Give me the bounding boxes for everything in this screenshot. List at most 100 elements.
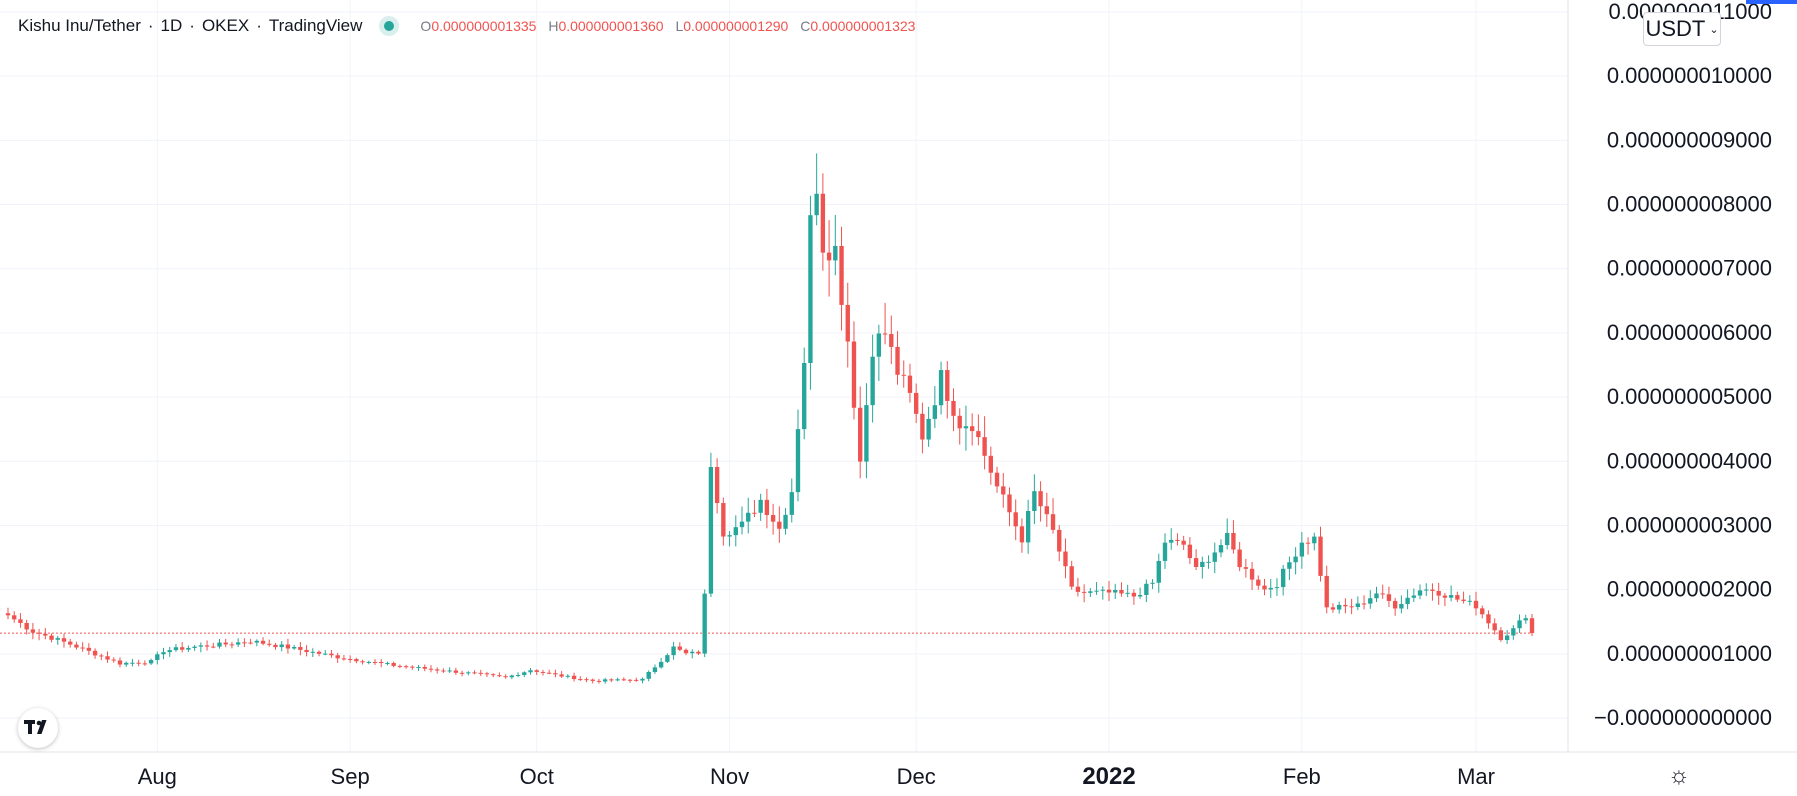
candle	[1032, 474, 1037, 525]
candle	[248, 638, 253, 645]
candle-body	[1144, 583, 1149, 595]
candle	[621, 677, 626, 682]
candle-body	[1025, 510, 1031, 543]
candle	[858, 386, 863, 479]
candle	[1050, 498, 1056, 534]
candle-body	[173, 647, 179, 651]
candle-body	[540, 671, 546, 673]
candle	[528, 668, 533, 675]
candle-body	[379, 661, 384, 664]
candle-body	[1243, 567, 1249, 569]
candle-body	[783, 514, 788, 529]
candle	[503, 674, 508, 679]
candle-body	[1181, 540, 1186, 545]
candle-body	[696, 651, 701, 654]
candle-body	[1001, 486, 1006, 495]
y-tick-label: 0.000000001000	[1607, 641, 1772, 666]
candle-body	[285, 644, 291, 649]
x-tick-label: Dec	[897, 764, 936, 789]
candle	[1019, 518, 1025, 553]
candle	[609, 678, 614, 683]
candle-body	[1088, 591, 1093, 593]
candle-body	[733, 527, 738, 536]
candle	[1044, 492, 1049, 527]
candle	[204, 640, 210, 651]
candle-body	[1299, 542, 1305, 557]
ohlc-open: O0.000000001335	[420, 18, 537, 34]
tradingview-logo-icon[interactable]	[18, 708, 58, 748]
candle	[1225, 518, 1230, 550]
tradingview-logo-glyph	[24, 720, 47, 734]
candle-body	[938, 370, 944, 406]
candle	[428, 665, 434, 673]
candle-body	[820, 193, 826, 253]
candle-body	[746, 512, 751, 522]
symbol-name[interactable]: Kishu Inu/Tether	[18, 16, 141, 35]
candle	[105, 651, 110, 663]
candle	[1293, 547, 1298, 575]
candle	[1119, 582, 1124, 597]
candle	[727, 531, 732, 547]
candle	[546, 669, 552, 675]
candle	[403, 664, 409, 669]
candle	[1218, 539, 1224, 558]
candle	[1498, 627, 1504, 642]
candle	[696, 650, 701, 655]
candle	[310, 648, 315, 658]
candle	[1256, 575, 1261, 590]
candle-body	[497, 675, 502, 677]
candle-body	[1200, 561, 1205, 567]
candle	[323, 649, 328, 656]
candle	[30, 622, 36, 640]
candle-body	[74, 644, 79, 648]
y-tick-label: −0.000000000000	[1594, 705, 1772, 730]
candle-body	[1405, 597, 1410, 605]
candle	[578, 676, 583, 681]
candle-body	[1417, 590, 1423, 596]
settings-gear-icon[interactable]: ☼	[1668, 762, 1690, 789]
candle	[86, 643, 92, 655]
y-tick-label: 0.000000003000	[1607, 512, 1772, 537]
x-tick-label: Sep	[331, 764, 370, 789]
candle-body	[1386, 594, 1392, 601]
candle-body	[422, 666, 427, 669]
candle	[298, 641, 303, 656]
candle-body	[609, 679, 614, 681]
y-tick-label: 0.000000006000	[1607, 320, 1772, 345]
candle	[1150, 579, 1155, 589]
candle-body	[590, 679, 595, 681]
candle	[938, 361, 944, 415]
market-open-dot	[384, 21, 395, 31]
candle-body	[1274, 587, 1280, 589]
candle	[571, 672, 577, 682]
candle-body	[229, 644, 235, 646]
candle-body	[578, 679, 583, 681]
candle	[1287, 556, 1292, 581]
candle	[634, 677, 639, 682]
candle-body	[1268, 587, 1273, 590]
candle-body	[291, 647, 297, 649]
candle-body	[1355, 603, 1361, 608]
currency-selector[interactable]: USDT ⌄	[1643, 12, 1721, 46]
candle-body	[814, 193, 819, 216]
candle	[907, 363, 913, 403]
candle-body	[1019, 526, 1025, 543]
candle-body	[142, 663, 148, 665]
candle-body	[858, 407, 863, 462]
candle-body	[43, 633, 48, 636]
candle-body	[329, 653, 334, 656]
candle	[752, 499, 757, 518]
candle-body	[602, 679, 608, 682]
interval-label[interactable]: 1D	[160, 16, 183, 35]
candle	[746, 497, 751, 534]
candle	[515, 672, 521, 678]
ohlc-high: H0.000000001360	[548, 18, 664, 34]
candle-body	[1293, 556, 1298, 563]
market-status-icon[interactable]	[376, 15, 402, 37]
candle-body	[957, 415, 962, 429]
candle	[74, 641, 79, 650]
candle-body	[1007, 494, 1012, 513]
candle	[484, 671, 490, 678]
candle	[1511, 625, 1516, 640]
